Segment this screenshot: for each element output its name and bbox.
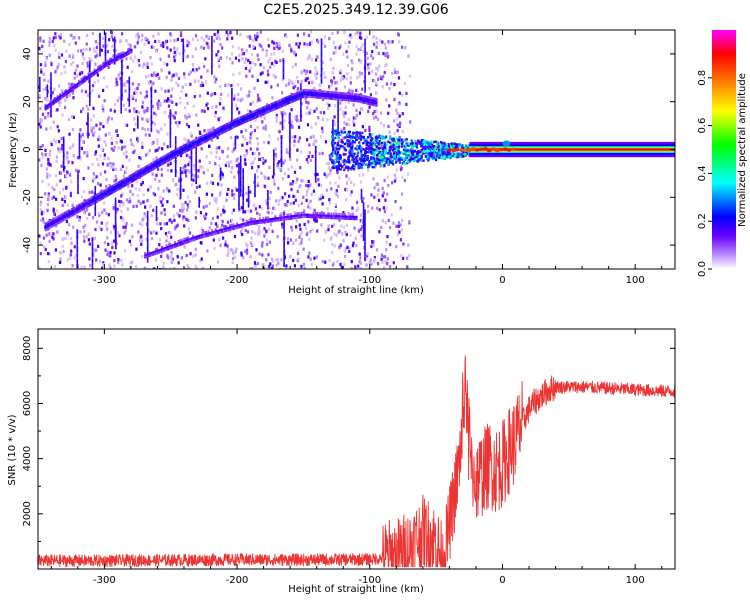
colorbar: 0.0 0.2 0.4 0.6 0.8 Normalized spectral ampl… <box>697 30 748 277</box>
snr-plot-area <box>38 329 675 569</box>
spectrogram-noise <box>38 30 412 269</box>
spectrogram-xtick-label: -100 <box>358 275 381 286</box>
snr-line <box>38 355 675 568</box>
snr-ytick-label: 6000 <box>22 391 33 416</box>
spectrogram-ylabel: Frequency (Hz) <box>8 112 19 188</box>
colorbar-ticks: 0.0 0.2 0.4 0.6 0.8 <box>697 70 712 277</box>
spectrogram-ytick-label: 0 <box>22 146 33 152</box>
spectrogram-lower-arc <box>144 211 358 259</box>
snr-axes: -300 -200 -100 0 100 2000 4000 6000 8000 <box>22 329 675 586</box>
snr-xtick-label: -300 <box>93 575 116 586</box>
snr-frame <box>37 328 676 570</box>
colorbar-tick-label: 0.4 <box>697 165 708 181</box>
snr-panel: -300 -200 -100 0 100 2000 4000 6000 8000 Height … <box>7 328 676 595</box>
snr-xtick-label: -200 <box>226 575 249 586</box>
snr-xtick-label: 0 <box>499 575 505 586</box>
spectrogram-upper-arc <box>44 88 378 232</box>
spectrogram-xtick-label: -200 <box>226 275 249 286</box>
snr-ytick-label: 2000 <box>22 501 33 526</box>
spectrogram-xlabel: Height of straight line (km) <box>288 285 424 296</box>
spectrogram-noise-cluster <box>330 128 479 172</box>
spectrogram-xtick-label: -300 <box>93 275 116 286</box>
snr-ytick-label: 4000 <box>22 446 33 471</box>
spectrogram-ytick-label: 20 <box>22 95 33 108</box>
colorbar-tick-label: 0.8 <box>697 70 708 86</box>
spectrogram-heatmap <box>38 30 675 269</box>
snr-xtick-label: -100 <box>358 575 381 586</box>
spectrogram-ytick-label: 40 <box>22 48 33 61</box>
spectrogram-steep-line <box>44 47 133 111</box>
figure-title: C2E5.2025.349.12.39.G06 <box>263 2 448 18</box>
colorbar-tick-label: 0.0 <box>697 261 708 277</box>
snr-series <box>38 355 675 568</box>
snr-xlabel: Height of straight line (km) <box>288 584 424 595</box>
snr-xtick-label: 100 <box>626 575 645 586</box>
spectrogram-xtick-label: 100 <box>626 275 645 286</box>
spectrogram-xtick-label: 0 <box>499 275 505 286</box>
spectrogram-main-tone <box>447 140 675 158</box>
colorbar-tick-label: 0.6 <box>697 118 708 134</box>
colorbar-gradient <box>712 30 736 269</box>
snr-ytick-label: 8000 <box>22 336 33 361</box>
spectrogram-ytick-label: -20 <box>22 189 33 205</box>
spectrogram-ytick-label: -40 <box>22 237 33 253</box>
colorbar-tick-label: 0.2 <box>697 213 708 229</box>
colorbar-label: Normalized spectral amplitude <box>737 73 748 227</box>
snr-ylabel: SNR (10 * v/v) <box>7 414 18 485</box>
